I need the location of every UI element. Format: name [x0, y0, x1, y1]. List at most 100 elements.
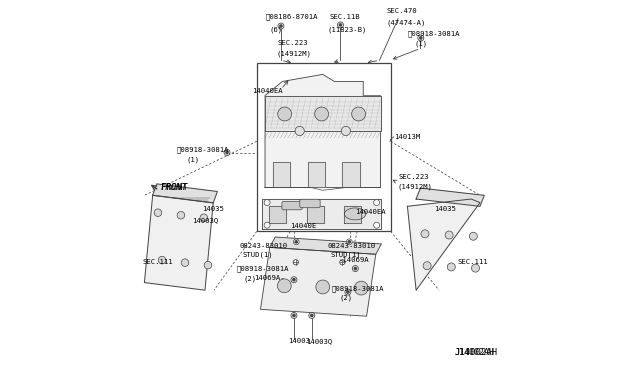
Circle shape: [445, 231, 453, 239]
Polygon shape: [273, 162, 291, 187]
Circle shape: [340, 260, 345, 265]
Circle shape: [353, 266, 358, 272]
Text: SEC.223: SEC.223: [277, 40, 308, 46]
Circle shape: [264, 222, 270, 228]
Circle shape: [293, 239, 299, 245]
Circle shape: [337, 22, 344, 28]
Bar: [257, 63, 390, 231]
Text: Ⓝ08918-3081A: Ⓝ08918-3081A: [408, 30, 460, 37]
Circle shape: [295, 241, 298, 243]
Polygon shape: [307, 206, 324, 223]
Circle shape: [177, 211, 185, 219]
Text: STUD(1): STUD(1): [243, 252, 273, 259]
Text: J14002AH: J14002AH: [454, 348, 498, 357]
Circle shape: [348, 241, 351, 243]
Text: (2): (2): [340, 294, 353, 301]
Text: SEC.470: SEC.470: [387, 8, 417, 14]
Polygon shape: [408, 199, 480, 290]
Circle shape: [469, 232, 477, 240]
Text: 14013M: 14013M: [394, 134, 420, 140]
Polygon shape: [265, 74, 381, 187]
Text: 14003Q: 14003Q: [306, 339, 332, 344]
Text: 08243-83010: 08243-83010: [328, 243, 376, 248]
Circle shape: [278, 23, 284, 29]
Text: 14035: 14035: [202, 206, 224, 212]
Circle shape: [277, 279, 291, 293]
Text: 14040EA: 14040EA: [252, 88, 283, 94]
Circle shape: [154, 209, 162, 217]
Text: 14069A-: 14069A-: [254, 275, 285, 281]
Circle shape: [447, 263, 455, 271]
Circle shape: [418, 35, 424, 41]
Circle shape: [354, 267, 356, 270]
Polygon shape: [262, 199, 381, 229]
Text: STUD(1): STUD(1): [330, 252, 361, 259]
Polygon shape: [260, 247, 376, 316]
Polygon shape: [342, 162, 360, 187]
Polygon shape: [153, 184, 218, 203]
Circle shape: [345, 289, 351, 295]
Text: (1): (1): [415, 41, 428, 47]
Circle shape: [291, 277, 297, 283]
Circle shape: [472, 264, 479, 272]
Circle shape: [420, 37, 422, 39]
Circle shape: [347, 291, 349, 293]
Circle shape: [278, 107, 292, 121]
Text: (6): (6): [270, 26, 283, 33]
Polygon shape: [145, 195, 213, 290]
Text: Ⓝ08918-3081A: Ⓝ08918-3081A: [236, 265, 289, 272]
Circle shape: [355, 281, 368, 295]
FancyBboxPatch shape: [300, 199, 320, 208]
Circle shape: [351, 107, 365, 121]
Circle shape: [204, 262, 212, 269]
Text: (1): (1): [186, 157, 199, 163]
Polygon shape: [344, 206, 361, 223]
Circle shape: [226, 151, 228, 154]
Circle shape: [309, 312, 315, 318]
Text: SEC.223: SEC.223: [398, 174, 429, 180]
Text: 14035: 14035: [435, 206, 456, 212]
Circle shape: [423, 262, 431, 270]
Text: Ⓝ08918-3081A: Ⓝ08918-3081A: [177, 146, 229, 153]
Text: FRONT: FRONT: [161, 183, 188, 192]
Text: (2): (2): [244, 275, 257, 282]
Circle shape: [316, 280, 330, 294]
Polygon shape: [269, 237, 381, 254]
Text: Ⓝ08918-3081A: Ⓝ08918-3081A: [331, 285, 383, 292]
Text: 14040E: 14040E: [291, 223, 317, 229]
Circle shape: [374, 222, 380, 228]
Circle shape: [181, 259, 189, 266]
Text: (11823-B): (11823-B): [328, 26, 367, 33]
Circle shape: [264, 200, 270, 206]
Polygon shape: [265, 96, 381, 131]
FancyBboxPatch shape: [282, 201, 302, 210]
Circle shape: [315, 107, 328, 121]
Polygon shape: [269, 206, 286, 223]
Text: -14069A: -14069A: [339, 257, 369, 263]
Circle shape: [291, 312, 297, 318]
Ellipse shape: [344, 208, 366, 220]
Circle shape: [346, 239, 352, 245]
Circle shape: [310, 314, 313, 317]
Text: (14912M): (14912M): [397, 184, 433, 190]
Polygon shape: [308, 162, 325, 187]
Circle shape: [339, 24, 342, 26]
Text: 08243-83010: 08243-83010: [239, 243, 287, 248]
Text: SEC.111: SEC.111: [458, 259, 488, 265]
Text: SEC.11B: SEC.11B: [330, 14, 360, 20]
Circle shape: [295, 126, 304, 135]
Text: SEC.111: SEC.111: [142, 259, 173, 265]
Circle shape: [293, 314, 295, 317]
Text: (47474-A): (47474-A): [386, 19, 426, 26]
Text: 14040EA: 14040EA: [355, 209, 386, 215]
Circle shape: [293, 279, 295, 281]
Text: FRONT: FRONT: [161, 183, 188, 192]
Text: (14912M): (14912M): [276, 51, 312, 57]
Text: 14003: 14003: [287, 339, 310, 344]
Text: 14003Q: 14003Q: [191, 217, 218, 223]
Circle shape: [280, 25, 282, 27]
Circle shape: [374, 200, 380, 206]
Text: Ⓑ08186-8701A: Ⓑ08186-8701A: [266, 13, 319, 20]
Circle shape: [224, 150, 230, 155]
Circle shape: [421, 230, 429, 238]
